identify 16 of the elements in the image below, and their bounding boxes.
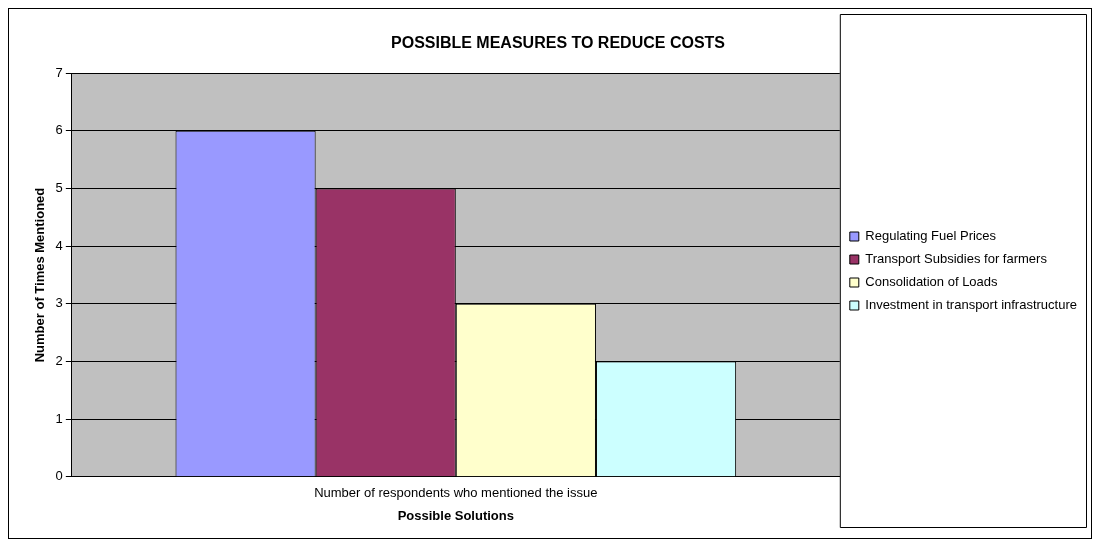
legend-label: Investment in transport infrastructure (865, 297, 1077, 313)
legend-label: Consolidation of Loads (865, 274, 999, 290)
x-axis-title: Possible Solutions (397, 507, 514, 523)
y-tick-label: 0 (55, 468, 63, 484)
y-tick-label: 3 (55, 295, 63, 311)
x-tick-label: Number of respondents who mentioned the issue (314, 485, 598, 501)
y-tick-label: 2 (55, 353, 63, 369)
y-tick-label: 7 (55, 64, 63, 80)
y-tick-label: 1 (55, 410, 63, 426)
y-axis-title: Number of Times Mentioned (32, 187, 48, 363)
y-tick-label: 4 (55, 237, 63, 253)
legend-label: Regulating Fuel Prices (865, 228, 997, 244)
y-tick-label: 6 (55, 122, 63, 138)
chart-title: POSSIBLE MEASURES TO REDUCE COSTS (391, 34, 726, 52)
legend-label: Transport Subsidies for farmers (865, 251, 1048, 267)
y-tick-label: 5 (55, 180, 63, 196)
